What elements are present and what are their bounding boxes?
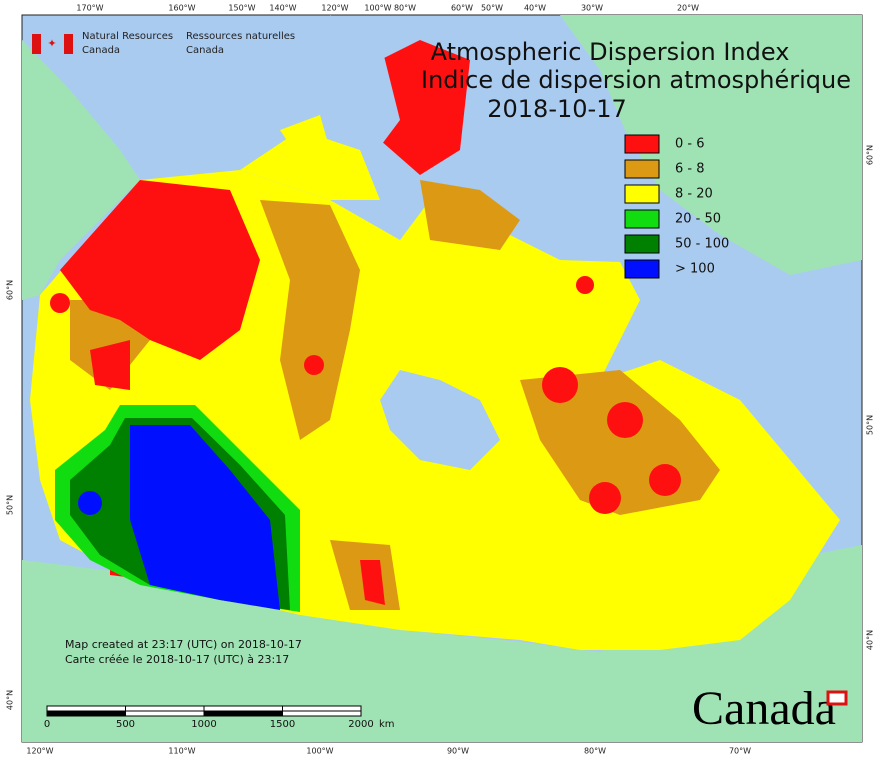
- graticule-label: 50°N: [866, 415, 875, 435]
- scale-label: 2000: [348, 719, 373, 730]
- graticule-label: 100°W: [306, 747, 333, 756]
- legend-swatch: [624, 234, 660, 254]
- graticule-label: 50°W: [481, 4, 503, 13]
- flag-leaf: ✦: [47, 37, 56, 50]
- graticule-label: 20°W: [677, 4, 699, 13]
- legend-label: 50 - 100: [675, 237, 729, 252]
- scale-segment: [203, 705, 283, 712]
- scale-segment: [125, 705, 205, 712]
- graticule-label: 170°W: [76, 4, 103, 13]
- note: Carte créée le 2018-10-17 (UTC) à 23:17: [65, 653, 289, 666]
- graticule-label: 40°N: [6, 690, 15, 710]
- title: Atmospheric Dispersion Index: [431, 38, 790, 66]
- header-en: Natural Resources: [82, 31, 173, 42]
- scale-segment: [125, 710, 205, 717]
- scale-segment: [282, 705, 362, 712]
- scale-segment: [46, 710, 126, 717]
- graticule-label: 70°W: [729, 747, 751, 756]
- legend-label: 0 - 6: [675, 137, 705, 152]
- zone-0-6: [50, 293, 70, 313]
- legend-swatch: [624, 209, 660, 229]
- zone-over-100: [130, 425, 280, 610]
- scale-label: 1000: [191, 719, 216, 730]
- graticule-label: 160°W: [168, 4, 195, 13]
- graticule-label: 150°W: [228, 4, 255, 13]
- arctic-island: [280, 115, 330, 160]
- graticule-label: 140°W: [269, 4, 296, 13]
- legend-swatch: [624, 134, 660, 154]
- legend-swatch: [624, 184, 660, 204]
- legend-swatch: [624, 259, 660, 279]
- graticule-label: 40°N: [866, 630, 875, 650]
- wordmark: Canada: [692, 682, 836, 735]
- zone-0-6: [360, 560, 385, 605]
- arctic-channel: [330, 15, 400, 160]
- legend-swatch: [624, 159, 660, 179]
- graticule-label: 120°W: [26, 747, 53, 756]
- graticule-label: 90°W: [447, 747, 469, 756]
- wordmark-flag: [826, 690, 848, 706]
- scale-label: 500: [116, 719, 135, 730]
- arctic-island: [240, 130, 380, 200]
- zone-0-6: [90, 340, 130, 390]
- zone-0-6: [304, 355, 324, 375]
- graticule-label: 40°W: [524, 4, 546, 13]
- graticule-label: 60°N: [6, 280, 15, 300]
- zone-0-6: [60, 180, 260, 360]
- legend-label: 8 - 20: [675, 187, 713, 202]
- zone-6-8: [420, 180, 520, 250]
- graticule-label: 30°W: [581, 4, 603, 13]
- graticule-label: 120°W: [321, 4, 348, 13]
- graticule-label: 110°W: [168, 747, 195, 756]
- zone-0-6: [649, 464, 681, 496]
- scale-bar: 0 500 1000 1500 2000 km: [44, 705, 395, 730]
- zone-0-6: [380, 40, 470, 175]
- zone-0-6: [576, 276, 594, 294]
- zone-0-6: [542, 367, 578, 403]
- date: 2018-10-17: [487, 95, 626, 123]
- zone-0-6: [607, 402, 643, 438]
- graticule-label: 80°W: [584, 747, 606, 756]
- graticule: 170°W 160°W 150°W 140°W 120°W 100°W 80°W 60°W 50…: [6, 4, 875, 756]
- header-en: Canada: [82, 45, 120, 56]
- header-fr: Ressources naturelles: [186, 31, 295, 42]
- scale-label: 0: [44, 719, 50, 730]
- scale-label: 1500: [270, 719, 295, 730]
- title: Indice de dispersion atmosphérique: [421, 66, 851, 94]
- scale-segment: [203, 710, 283, 717]
- flag-bar: [32, 34, 41, 54]
- graticule-label: 50°N: [6, 495, 15, 515]
- greenland: [560, 15, 862, 275]
- scale-segment: [46, 705, 126, 712]
- scale-unit: km: [379, 719, 395, 730]
- graticule-label: 100°W: [364, 4, 391, 13]
- hudson-bay: [380, 370, 500, 470]
- zone-0-6: [589, 482, 621, 514]
- header-fr: Canada: [186, 45, 224, 56]
- usa: [22, 545, 862, 742]
- legend-label: 20 - 50: [675, 212, 721, 227]
- graticule-label: 60°N: [866, 145, 875, 165]
- graticule-label: 60°W: [451, 4, 473, 13]
- zone-6-8: [260, 200, 360, 440]
- graticule-label: 80°W: [394, 4, 416, 13]
- flag-bar: [64, 34, 73, 54]
- legend-label: 6 - 8: [675, 162, 705, 177]
- note: Map created at 23:17 (UTC) on 2018-10-17: [65, 638, 302, 651]
- zone-over-100: [78, 491, 102, 515]
- legend: 0 - 6 6 - 8 8 - 20 20 - 50 50 - 100 > 100: [624, 134, 729, 279]
- legend-label: > 100: [675, 262, 715, 277]
- scale-segment: [282, 710, 362, 717]
- alaska: [22, 40, 140, 300]
